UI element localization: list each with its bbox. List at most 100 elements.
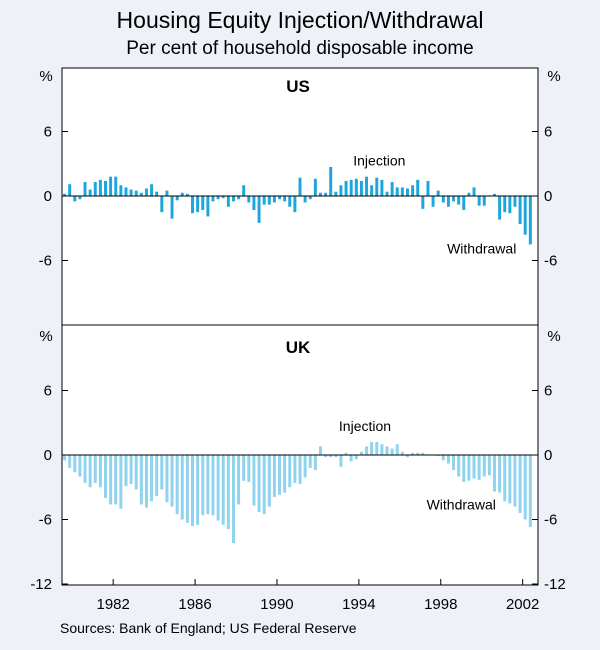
us-bar xyxy=(411,185,415,196)
uk-bar xyxy=(283,455,287,493)
us-bar xyxy=(272,196,276,203)
uk-bar xyxy=(155,455,159,496)
us-bar xyxy=(406,188,409,196)
us-bar xyxy=(303,196,307,203)
uk-bar xyxy=(390,448,394,455)
uk-bar xyxy=(68,455,72,468)
uk-bar xyxy=(293,455,297,483)
uk-bar xyxy=(272,455,276,497)
uk-bar xyxy=(221,455,225,525)
uk-bar xyxy=(129,455,133,485)
us-bar xyxy=(278,196,282,200)
us-bar xyxy=(477,196,481,206)
us-bar xyxy=(318,192,322,197)
us-bar xyxy=(359,180,363,196)
uk-annotation: Injection xyxy=(339,418,391,434)
us-bar xyxy=(155,191,159,196)
us-bar xyxy=(436,190,440,197)
us-bar xyxy=(421,196,425,209)
us-bar xyxy=(308,196,312,200)
uk-bar xyxy=(119,455,123,509)
us-bar xyxy=(498,196,502,220)
us-bar xyxy=(226,196,230,207)
uk-bar xyxy=(216,455,220,521)
uk-bar xyxy=(114,455,118,505)
us-bar xyxy=(334,191,338,196)
us-bar xyxy=(349,179,353,197)
us-bar xyxy=(63,193,67,196)
uk-bar xyxy=(237,455,241,505)
uk-bar xyxy=(134,455,138,490)
us-bar xyxy=(462,196,466,210)
us-bar xyxy=(508,196,512,214)
us-bar xyxy=(400,187,404,196)
us-bar xyxy=(390,182,394,196)
us-bar xyxy=(242,185,246,196)
us-bar xyxy=(180,192,184,197)
uk-bar xyxy=(83,455,87,483)
uk-bar xyxy=(406,455,409,458)
uk-bar xyxy=(93,455,97,483)
us-ytick-label-right: 0 xyxy=(544,188,552,205)
uk-bar xyxy=(191,455,194,526)
uk-bar xyxy=(124,455,128,487)
uk-bar xyxy=(288,455,292,488)
us-bar xyxy=(354,178,358,196)
uk-bar xyxy=(462,455,466,482)
uk-bar xyxy=(339,455,343,467)
us-unit-left: % xyxy=(39,68,52,85)
uk-bar xyxy=(513,455,517,507)
uk-bar xyxy=(472,455,476,479)
x-tick-label: 1990 xyxy=(260,596,293,613)
us-bar xyxy=(467,192,471,197)
x-axis: 1982 1986 1990 1994 1998 2002 xyxy=(96,579,539,613)
us-bar xyxy=(441,196,445,203)
uk-bar xyxy=(359,451,363,455)
x-tick-label: 2002 xyxy=(506,596,539,613)
uk-bar xyxy=(421,452,425,455)
us-bar xyxy=(528,196,532,245)
uk-bar xyxy=(487,455,491,476)
uk-bar xyxy=(334,455,338,458)
uk-bar xyxy=(160,455,164,490)
us-bar xyxy=(267,196,271,205)
uk-bar xyxy=(523,455,527,520)
us-panel: US % % 6 6 0 0 -6 -6 Injection Withdrawal xyxy=(39,67,561,326)
uk-bar xyxy=(226,455,230,530)
us-bar xyxy=(257,196,261,223)
us-panel-title: US xyxy=(286,77,310,96)
us-bar xyxy=(385,191,389,196)
uk-bar xyxy=(318,446,322,455)
x-tick-label: 1994 xyxy=(342,596,375,613)
uk-bar xyxy=(185,455,189,523)
uk-unit-right: % xyxy=(547,328,560,345)
uk-annotation: Withdrawal xyxy=(427,496,496,512)
uk-bar xyxy=(416,452,420,455)
uk-bar xyxy=(98,455,102,488)
us-bar xyxy=(523,196,527,235)
us-bar xyxy=(247,196,251,203)
us-bar xyxy=(313,178,317,196)
uk-bar xyxy=(73,455,77,473)
uk-bar xyxy=(180,455,184,520)
us-bar xyxy=(114,176,118,196)
us-bar xyxy=(375,177,379,196)
us-unit-right: % xyxy=(547,68,560,85)
uk-bar xyxy=(201,455,205,516)
uk-bar xyxy=(247,455,251,482)
us-bar xyxy=(329,166,333,196)
uk-bar xyxy=(242,455,246,481)
uk-bar xyxy=(144,455,148,508)
us-bar xyxy=(472,187,476,196)
us-bar xyxy=(493,193,496,196)
uk-bar xyxy=(477,455,481,480)
us-bar xyxy=(139,192,143,197)
uk-ytick-label-right: -6 xyxy=(544,512,557,529)
us-bar xyxy=(119,185,123,196)
uk-bar xyxy=(170,455,174,507)
uk-bar xyxy=(267,455,271,507)
us-bar xyxy=(104,180,107,196)
uk-bar xyxy=(313,455,317,471)
us-ytick-label-left: 6 xyxy=(44,124,52,141)
uk-bar xyxy=(518,455,522,514)
